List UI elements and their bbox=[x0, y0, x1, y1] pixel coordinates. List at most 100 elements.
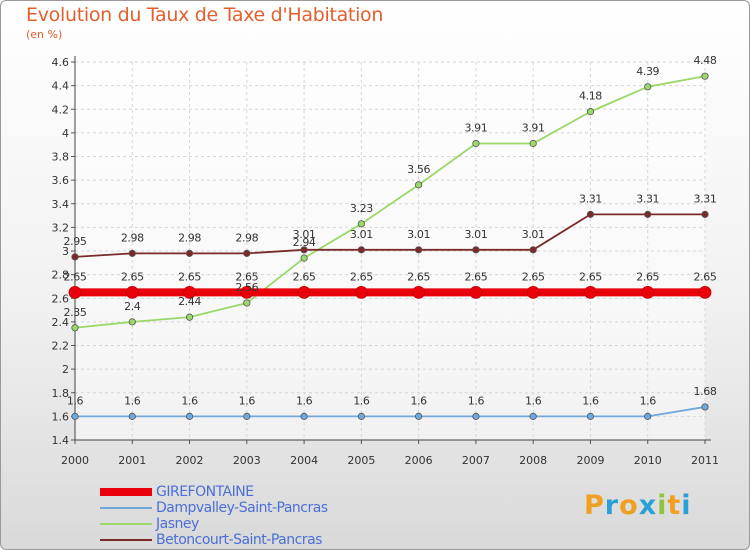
logo-letter: x bbox=[638, 490, 658, 521]
y-tick-label: 1.6 bbox=[52, 410, 70, 423]
data-label: 3.01 bbox=[464, 228, 487, 241]
data-point bbox=[71, 412, 79, 420]
data-point bbox=[243, 249, 251, 257]
data-point bbox=[185, 412, 194, 420]
data-label: 4.18 bbox=[579, 90, 602, 103]
data-point bbox=[701, 72, 709, 80]
y-tick-label: 2.6 bbox=[52, 292, 70, 305]
data-point bbox=[357, 220, 365, 228]
data-point bbox=[529, 139, 537, 148]
data-label: 1.6 bbox=[353, 394, 370, 407]
data-label: 2.65 bbox=[293, 270, 316, 283]
data-point bbox=[185, 313, 194, 321]
y-tick-label: 2.4 bbox=[52, 316, 70, 329]
data-point bbox=[529, 412, 537, 420]
data-label: 2.95 bbox=[64, 235, 87, 248]
logo-letter: r bbox=[604, 490, 620, 521]
proxiti-logo: Proxiti bbox=[584, 490, 692, 521]
data-point bbox=[529, 246, 537, 254]
legend-label: Jasney bbox=[156, 516, 199, 532]
data-label: 2.4 bbox=[124, 300, 141, 313]
data-point bbox=[586, 210, 595, 218]
data-point bbox=[472, 139, 480, 148]
series-line bbox=[75, 406, 706, 418]
logo-letter: P bbox=[584, 490, 605, 521]
x-tick-label: 2008 bbox=[519, 454, 547, 467]
y-tick-label: 4 bbox=[62, 127, 69, 140]
data-point bbox=[183, 285, 196, 299]
data-point bbox=[240, 285, 254, 299]
legend-swatch bbox=[100, 539, 152, 541]
data-point bbox=[586, 108, 595, 116]
legend-swatch bbox=[100, 488, 152, 496]
data-point bbox=[701, 403, 709, 411]
legend-label: Dampvalley-Saint-Pancras bbox=[156, 500, 328, 516]
y-tick-label: 4.4 bbox=[52, 80, 70, 93]
legend: GIREFONTAINE Dampvalley-Saint-Pancras Jasn… bbox=[100, 484, 328, 548]
chart-title: Evolution du Taux de Taxe d'Habitation bbox=[26, 4, 384, 26]
data-label: 2.65 bbox=[121, 270, 144, 283]
data-point bbox=[300, 246, 308, 254]
data-label: 2.35 bbox=[64, 306, 87, 319]
x-tick-label: 2000 bbox=[61, 454, 89, 467]
logo-letter: i bbox=[657, 490, 668, 521]
data-point bbox=[243, 299, 251, 307]
data-label: 4.48 bbox=[694, 54, 717, 67]
data-label: 2.98 bbox=[235, 231, 258, 244]
data-point bbox=[472, 246, 480, 254]
data-label: 3.56 bbox=[407, 163, 430, 176]
data-label: 2.65 bbox=[350, 270, 373, 283]
y-tick-label: 3.6 bbox=[52, 174, 70, 187]
data-point bbox=[243, 412, 251, 420]
x-tick-label: 2006 bbox=[405, 454, 433, 467]
x-tick-label: 2005 bbox=[347, 454, 375, 467]
legend-item: GIREFONTAINE bbox=[100, 484, 328, 500]
data-point bbox=[357, 246, 365, 254]
y-tick-label: 3.2 bbox=[52, 221, 70, 234]
unit-label: (en %) bbox=[26, 28, 63, 41]
data-label: 1.6 bbox=[640, 394, 657, 407]
data-label: 2.65 bbox=[522, 270, 545, 283]
data-label: 2.65 bbox=[694, 270, 717, 283]
legend-label: GIREFONTAINE bbox=[156, 484, 254, 500]
legend-label: Betoncourt-Saint-Pancras bbox=[156, 532, 322, 548]
data-point bbox=[415, 412, 423, 420]
data-point bbox=[415, 246, 423, 254]
data-point bbox=[586, 412, 595, 420]
series-line bbox=[74, 213, 705, 258]
data-label: 1.6 bbox=[468, 394, 485, 407]
logo-letter: o bbox=[619, 490, 639, 521]
data-point bbox=[297, 285, 311, 299]
data-point bbox=[701, 210, 709, 218]
logo-letter: i bbox=[681, 490, 692, 521]
data-point bbox=[641, 285, 655, 299]
data-label: 2.65 bbox=[407, 270, 430, 283]
y-tick-label: 3.4 bbox=[52, 198, 70, 211]
legend-swatch bbox=[100, 507, 152, 509]
data-point bbox=[128, 318, 136, 326]
data-label: 1.6 bbox=[525, 394, 542, 407]
data-point bbox=[300, 412, 308, 420]
x-tick-label: 2010 bbox=[634, 454, 662, 467]
data-label: 2.65 bbox=[64, 270, 87, 283]
data-point bbox=[698, 285, 712, 299]
data-label: 3.01 bbox=[522, 228, 545, 241]
data-point bbox=[472, 412, 480, 420]
data-label: 2.65 bbox=[464, 270, 487, 283]
data-point bbox=[354, 285, 368, 299]
y-tick-label: 1.8 bbox=[52, 387, 70, 400]
data-label: 3.01 bbox=[407, 228, 430, 241]
y-tick-label: 4.2 bbox=[52, 103, 70, 116]
data-label: 1.6 bbox=[582, 394, 599, 407]
data-point bbox=[469, 285, 483, 299]
data-point bbox=[584, 285, 597, 299]
data-label: 1.6 bbox=[181, 394, 198, 407]
data-point bbox=[185, 249, 194, 257]
data-label: 3.31 bbox=[694, 192, 717, 205]
data-label: 2.98 bbox=[178, 231, 201, 244]
data-point bbox=[128, 412, 136, 420]
data-label: 3.23 bbox=[350, 202, 373, 215]
data-point bbox=[125, 285, 139, 299]
data-label: 2.65 bbox=[178, 270, 201, 283]
legend-item: Jasney bbox=[100, 516, 328, 532]
